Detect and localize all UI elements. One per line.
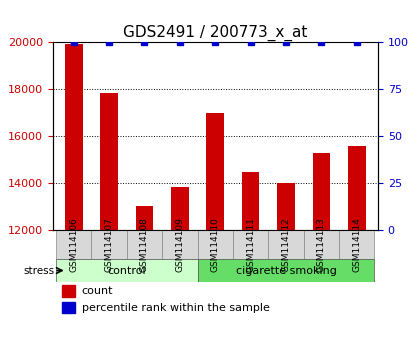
Text: GSM114114: GSM114114 [352, 217, 361, 272]
Bar [62, 285, 75, 297]
Title: GDS2491 / 200773_x_at: GDS2491 / 200773_x_at [123, 25, 307, 41]
Bar [206, 113, 224, 230]
Bar [348, 146, 366, 230]
FancyBboxPatch shape [233, 230, 268, 259]
Text: GSM114109: GSM114109 [176, 217, 184, 272]
FancyBboxPatch shape [197, 259, 375, 282]
Text: stress: stress [23, 266, 54, 275]
Text: GSM114111: GSM114111 [246, 217, 255, 272]
FancyBboxPatch shape [304, 230, 339, 259]
FancyBboxPatch shape [268, 230, 304, 259]
Bar [171, 187, 189, 230]
Text: GSM114113: GSM114113 [317, 217, 326, 272]
Bar [100, 93, 118, 230]
FancyBboxPatch shape [127, 230, 162, 259]
Text: GSM114112: GSM114112 [281, 217, 291, 272]
Text: GSM114106: GSM114106 [69, 217, 78, 272]
Text: count: count [82, 286, 113, 296]
Text: percentile rank within the sample: percentile rank within the sample [82, 303, 270, 313]
Text: GSM114108: GSM114108 [140, 217, 149, 272]
FancyBboxPatch shape [162, 230, 197, 259]
Text: GSM114110: GSM114110 [211, 217, 220, 272]
FancyBboxPatch shape [56, 230, 92, 259]
Bar [242, 172, 260, 230]
Bar [277, 183, 295, 230]
Bar [136, 206, 153, 230]
Text: control: control [108, 266, 146, 275]
FancyBboxPatch shape [56, 259, 197, 282]
Text: cigarette smoking: cigarette smoking [236, 266, 336, 275]
Bar [312, 153, 330, 230]
FancyBboxPatch shape [197, 230, 233, 259]
Text: GSM114107: GSM114107 [105, 217, 113, 272]
FancyBboxPatch shape [339, 230, 375, 259]
Bar [65, 44, 83, 230]
FancyBboxPatch shape [92, 230, 127, 259]
Bar [62, 302, 75, 313]
